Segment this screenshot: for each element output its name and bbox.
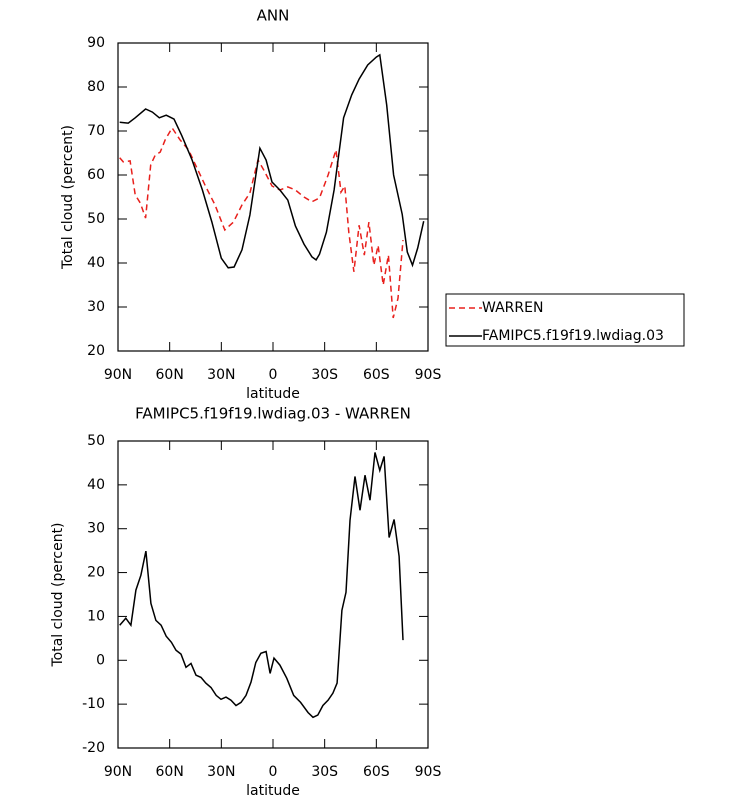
x-tick-label: 60N	[156, 764, 184, 780]
y-tick-label: 50	[87, 211, 105, 227]
y-tick-label: 40	[87, 477, 105, 493]
chart-title: ANN	[257, 7, 290, 25]
y-tick-label: -20	[82, 740, 105, 756]
x-tick-label: 30S	[311, 367, 338, 383]
legend-box	[445, 293, 685, 347]
x-axis-label: latitude	[246, 386, 300, 402]
data-line	[119, 53, 425, 269]
y-tick-label: 90	[87, 35, 105, 51]
y-tick-label: 30	[87, 521, 105, 537]
x-tick-label: 90S	[415, 367, 442, 383]
x-axis-label: latitude	[246, 783, 300, 799]
x-tick-label: 30S	[311, 764, 338, 780]
y-tick-label: 70	[87, 123, 105, 139]
x-tick-label: 60S	[363, 764, 390, 780]
data-line	[119, 126, 404, 319]
x-tick-label: 30N	[207, 764, 235, 780]
y-axis-label: Total cloud (percent)	[50, 522, 66, 667]
x-tick-label: 90N	[104, 367, 132, 383]
legend-label: WARREN	[482, 300, 543, 316]
y-tick-label: 20	[87, 565, 105, 581]
data-line	[119, 452, 404, 719]
y-tick-label: 20	[87, 343, 105, 359]
y-tick-label: 50	[87, 433, 105, 449]
y-tick-label: 60	[87, 167, 105, 183]
y-tick-label: 10	[87, 608, 105, 624]
x-tick-label: 60N	[156, 367, 184, 383]
plot-frame	[117, 440, 429, 749]
y-axis-label: Total cloud (percent)	[60, 125, 76, 270]
plot-frame	[117, 42, 429, 352]
y-tick-label: 80	[87, 79, 105, 95]
x-tick-label: 60S	[363, 367, 390, 383]
x-tick-label: 90N	[104, 764, 132, 780]
legend-label: FAMIPC5.f19f19.lwdiag.03	[482, 328, 664, 344]
x-tick-label: 0	[269, 764, 278, 780]
x-tick-label: 30N	[207, 367, 235, 383]
y-tick-label: 40	[87, 255, 105, 271]
y-tick-label: -10	[82, 696, 105, 712]
x-tick-label: 90S	[415, 764, 442, 780]
x-tick-label: 0	[269, 367, 278, 383]
y-tick-label: 30	[87, 299, 105, 315]
chart-title: FAMIPC5.f19f19.lwdiag.03 - WARREN	[135, 405, 411, 423]
y-tick-label: 0	[96, 652, 105, 668]
